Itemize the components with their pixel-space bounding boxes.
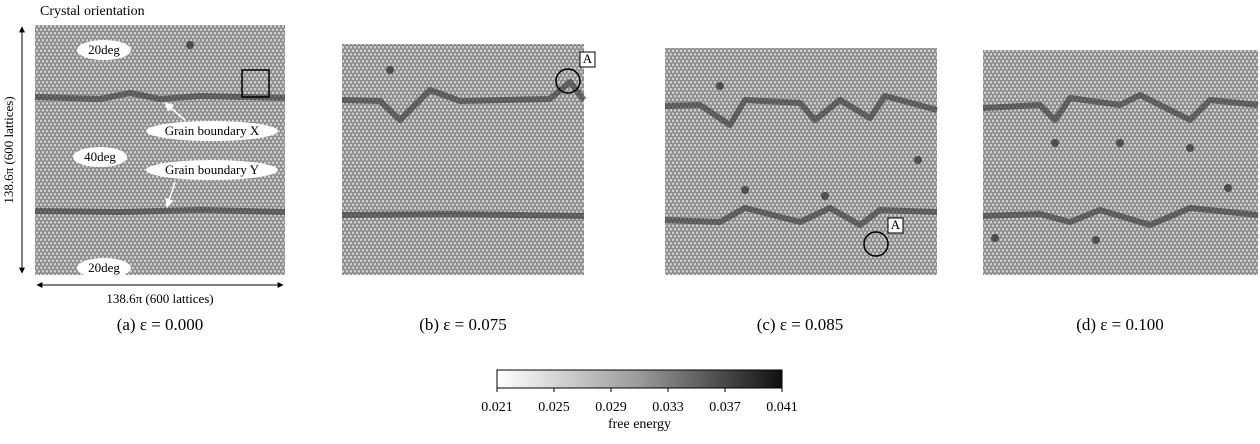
defect [741,186,749,194]
colorbar-tick-label: 0.029 [595,400,627,415]
lattice-image [665,48,937,275]
defect [1224,184,1232,192]
defect [1051,139,1059,147]
pointer-arrow [164,102,186,121]
marker-box [579,51,596,68]
marker-label: A [891,217,901,232]
colorbar-tick-label: 0.037 [709,400,741,415]
caption: (a) ε = 0.000 [117,315,204,334]
pointer-arrow [165,181,176,208]
grain-boundary [341,211,585,219]
orientation-label: 20deg [88,42,120,57]
lattice-image [35,25,285,275]
grain-boundary [664,205,938,228]
colorbar-tick-label: 0.021 [481,400,513,415]
grain-boundary [982,92,1259,123]
grain-boundary [341,79,587,123]
colorbar-tick-label: 0.033 [652,400,684,415]
lattice-image [983,50,1258,275]
colorbar-gradient [496,369,783,389]
label-bubble [146,160,278,180]
caption: (c) ε = 0.085 [757,315,844,334]
label-bubble [77,40,131,60]
panel-d: (d) ε = 0.100 [982,50,1259,334]
height-label: 138.6π (600 lattices) [1,96,16,203]
defect [186,41,194,49]
defect [914,156,922,164]
lattice-image [342,44,584,275]
defect [716,82,724,90]
defect [821,192,829,200]
caption: (d) ε = 0.100 [1076,315,1164,334]
colorbar-tick-label: 0.025 [538,400,570,415]
panel-c: A (c) ε = 0.085 [664,48,938,334]
width-label: 138.6π (600 lattices) [106,291,213,306]
boundary-label: Grain boundary Y [165,162,260,177]
highlight-circle [863,231,889,257]
highlight-circle [555,68,581,94]
panel-b: A (b) ε = 0.075 [341,44,596,334]
grain-boundary [982,205,1259,228]
colorbar: free energy 0.021 0.025 0.029 0.033 0.037 0.0… [481,369,798,432]
colorbar-label: free energy [608,417,671,432]
orientation-label: 40deg [84,149,116,164]
label-bubble [77,258,131,278]
caption: (b) ε = 0.075 [419,315,507,334]
orientation-label: 20deg [88,260,120,275]
grain-boundary [34,90,286,102]
boundary-label: Grain boundary X [165,123,260,138]
highlight-box [241,69,270,98]
figure-heading: Crystal orientation [40,4,145,19]
marker-box [887,217,904,234]
defect [991,234,999,242]
panel-a: 138.6π (600 lattices) 138.6π (600 lattic… [1,25,286,334]
defect [1116,139,1124,147]
colorbar-tick-label: 0.041 [766,400,798,415]
defect [1186,144,1194,152]
grain-boundary [664,93,938,128]
defect [386,66,394,74]
label-bubble [146,121,278,141]
label-bubble [73,147,127,167]
grain-boundary [34,207,286,215]
marker-label: A [583,51,593,66]
defect [1092,236,1100,244]
